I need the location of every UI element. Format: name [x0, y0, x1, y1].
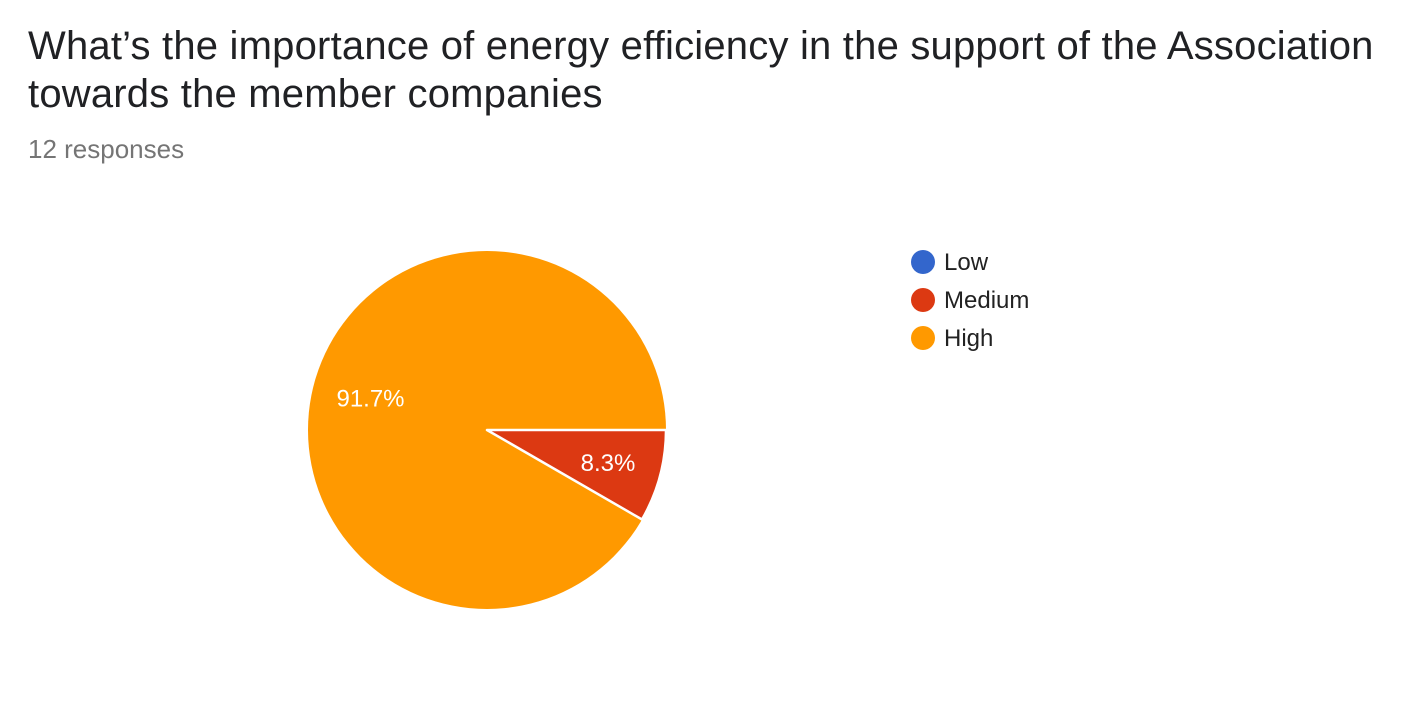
svg-text:91.7%: 91.7% [336, 386, 404, 413]
svg-text:8.3%: 8.3% [581, 450, 636, 477]
